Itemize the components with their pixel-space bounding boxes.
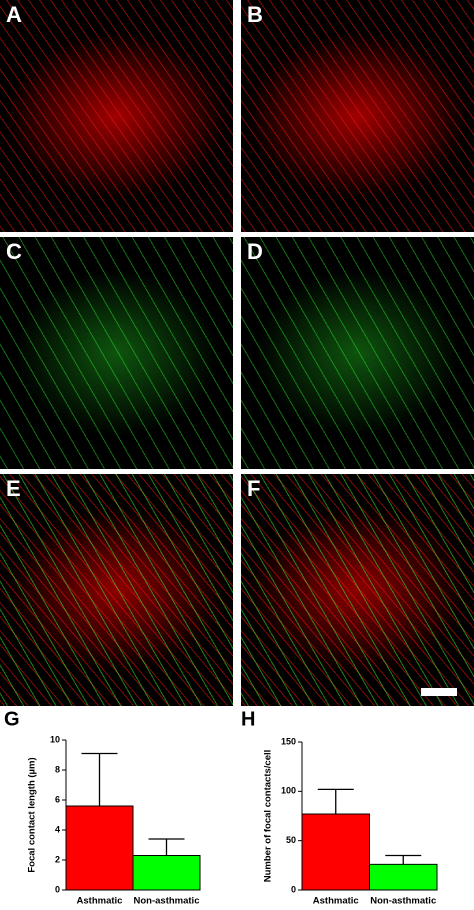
bar: [369, 863, 438, 891]
bar: [132, 855, 201, 891]
panel-label: C: [6, 239, 22, 264]
y-tick-label: 4: [55, 824, 60, 834]
y-tick-label: 2: [55, 854, 60, 864]
bar: [65, 805, 134, 891]
y-tick-label: 6: [55, 794, 60, 804]
y-tick-label: 50: [286, 835, 296, 845]
panel-label: A: [6, 2, 22, 27]
y-tick-label: 100: [281, 786, 296, 796]
y-tick-label: 0: [55, 884, 60, 894]
y-axis-label: Focal contact length (µm): [27, 757, 38, 872]
micrograph: C: [0, 237, 233, 469]
micrograph: E: [0, 474, 233, 706]
micrograph: D: [241, 237, 474, 469]
charts: G Focal contact length (µm) 0 2 4 6 8 10 Asthmat…: [4, 708, 438, 907]
panel-label: E: [6, 476, 21, 501]
y-tick-label: 10: [50, 734, 60, 744]
x-tick-label: Non-asthmatic: [370, 896, 436, 907]
panel-label: B: [247, 2, 263, 27]
y-tick-label: 0: [291, 884, 296, 894]
panel-label: F: [247, 476, 261, 501]
micrograph: B: [241, 0, 474, 232]
x-tick-label: Asthmatic: [313, 896, 359, 907]
scale-bar: [421, 688, 457, 696]
micrograph: A: [0, 0, 233, 232]
panel-label: D: [247, 239, 263, 264]
x-tick-label: Non-asthmatic: [134, 896, 200, 907]
x-tick-label: Asthmatic: [77, 896, 123, 907]
panel-label: G: [4, 708, 20, 730]
y-tick-label: 8: [55, 764, 60, 774]
bar: [301, 813, 370, 891]
micrograph: F: [241, 474, 474, 706]
y-axis-label: Number of focal contacts/cell: [263, 750, 274, 883]
panel-label: H: [241, 708, 255, 730]
y-tick-label: 150: [281, 736, 296, 746]
